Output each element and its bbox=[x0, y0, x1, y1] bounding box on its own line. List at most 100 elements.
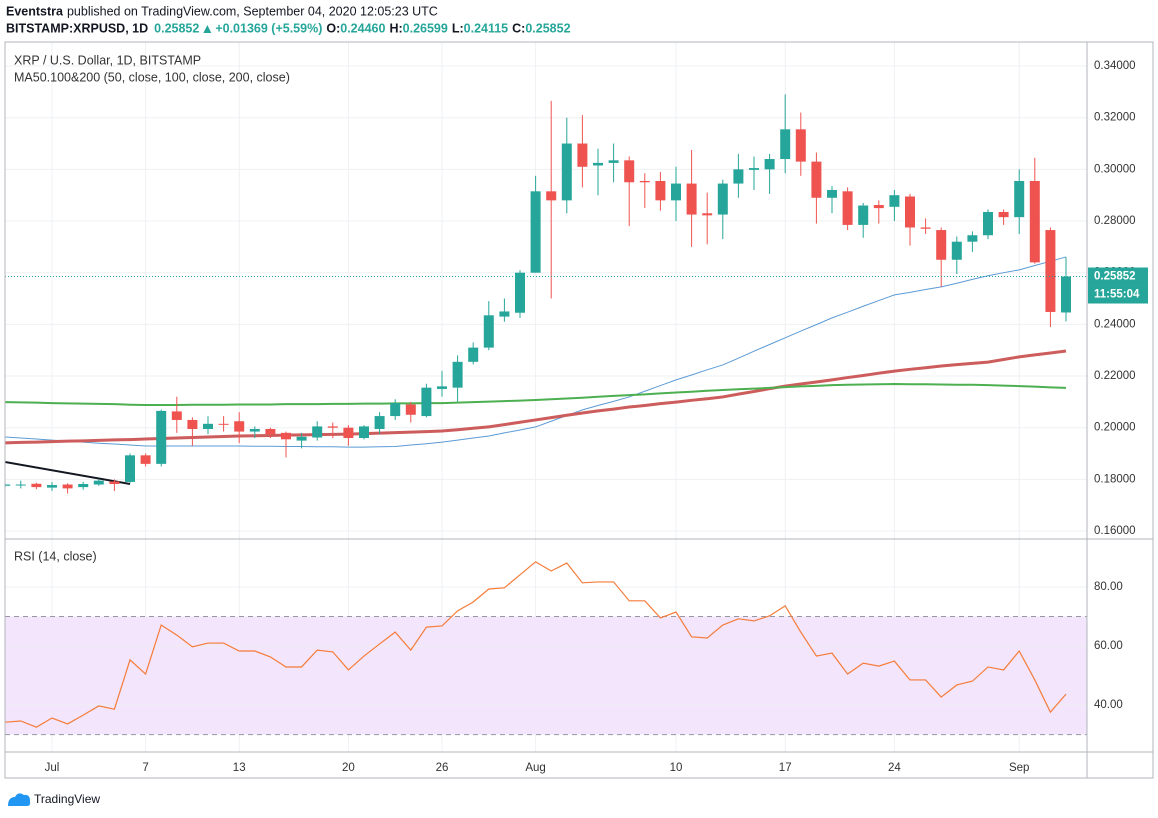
candle-body bbox=[1029, 180, 1040, 263]
ohlc-value: 0.26599 bbox=[403, 21, 448, 35]
x-tick-label: Jul bbox=[45, 762, 60, 774]
x-tick-label: 17 bbox=[779, 762, 792, 774]
candle-body bbox=[655, 180, 666, 201]
rsi-band bbox=[5, 616, 1087, 735]
x-tick-label: 20 bbox=[342, 762, 355, 774]
candle-body bbox=[827, 190, 837, 198]
candle-body bbox=[764, 159, 775, 170]
trendline bbox=[5, 461, 131, 485]
candle-body bbox=[452, 361, 463, 388]
candle-body bbox=[608, 160, 619, 163]
candle-body bbox=[343, 427, 354, 439]
candle-body bbox=[483, 315, 494, 348]
candle-body bbox=[437, 386, 447, 389]
candle-body bbox=[936, 230, 947, 260]
candle-body bbox=[390, 403, 401, 417]
candle-body bbox=[296, 436, 307, 441]
candle-body bbox=[546, 191, 557, 201]
candle-body bbox=[749, 168, 759, 170]
candle-body bbox=[125, 455, 135, 482]
candle-body bbox=[15, 484, 26, 486]
candle-body bbox=[468, 347, 479, 362]
candle-body bbox=[374, 416, 385, 429]
countdown-label: 11:55:04 bbox=[1094, 289, 1140, 301]
change-arrow bbox=[203, 25, 212, 33]
candle-body bbox=[920, 227, 931, 229]
candle-body bbox=[717, 183, 728, 215]
ohlc-label: H: bbox=[389, 21, 402, 35]
rsi-legend: RSI (14, close) bbox=[14, 549, 97, 563]
y-tick-label: 40.00 bbox=[1094, 699, 1123, 711]
candle-body bbox=[499, 311, 510, 317]
candle-body bbox=[93, 480, 104, 485]
x-tick-label: 13 bbox=[233, 762, 246, 774]
y-tick-label: 0.34000 bbox=[1094, 60, 1136, 72]
candle-body bbox=[187, 419, 198, 429]
ohlc-value: 0.24460 bbox=[340, 21, 385, 35]
change: +0.01369 (+5.59%) bbox=[215, 21, 322, 35]
candle-body bbox=[858, 205, 869, 225]
candle-body bbox=[811, 161, 822, 198]
candle-body bbox=[234, 421, 245, 432]
x-tick-label: Aug bbox=[525, 762, 545, 774]
candle-body bbox=[62, 484, 73, 489]
candle-body bbox=[873, 205, 884, 209]
candle-body bbox=[795, 129, 806, 162]
frame bbox=[4, 41, 1154, 779]
candle-body bbox=[109, 481, 120, 485]
candle-body bbox=[561, 143, 572, 201]
y-tick-label: 0.22000 bbox=[1094, 370, 1136, 382]
ohlc-label: O: bbox=[326, 21, 340, 35]
candle-body bbox=[140, 455, 151, 464]
x-tick-label: 24 bbox=[888, 762, 901, 774]
footer-brand: TradingView bbox=[34, 792, 100, 806]
candle-body bbox=[405, 404, 416, 415]
price-tag-label: 0.25852 bbox=[1094, 271, 1136, 283]
grid-layer bbox=[5, 42, 1087, 752]
moving-average bbox=[5, 383, 1067, 406]
candle-body bbox=[780, 129, 791, 160]
candle-body bbox=[203, 423, 213, 429]
x-tick-label: 26 bbox=[436, 762, 449, 774]
moving-average bbox=[5, 349, 1067, 445]
ohlc-value: 0.25852 bbox=[525, 21, 570, 35]
candle-body bbox=[577, 143, 588, 167]
candle-body bbox=[733, 169, 744, 184]
y-tick-label: 0.32000 bbox=[1094, 112, 1136, 124]
candle-body bbox=[671, 183, 681, 201]
candle-body bbox=[218, 423, 229, 425]
y-tick-label: 60.00 bbox=[1094, 640, 1123, 652]
published-info: published on TradingView.com, September … bbox=[67, 4, 438, 18]
candle-body bbox=[171, 411, 182, 420]
candle-body bbox=[1061, 276, 1071, 313]
price-tag bbox=[1088, 267, 1148, 286]
candle-body bbox=[249, 428, 260, 432]
candle-body bbox=[421, 387, 432, 417]
y-tick-label: 80.00 bbox=[1094, 581, 1123, 593]
moving-average bbox=[5, 256, 1067, 448]
candle-body bbox=[265, 428, 276, 435]
x-tick-label: 7 bbox=[142, 762, 148, 774]
candle-body bbox=[702, 213, 713, 216]
candle-body bbox=[327, 426, 338, 428]
y-tick-label: 0.16000 bbox=[1094, 525, 1136, 537]
y-tick-label: 0.20000 bbox=[1094, 422, 1136, 434]
symbol: BITSTAMP:XRPUSD, 1D bbox=[6, 21, 148, 35]
price: 0.25852 bbox=[154, 21, 199, 35]
candle-body bbox=[281, 432, 291, 440]
x-tick-label: 10 bbox=[670, 762, 683, 774]
candle-body bbox=[156, 410, 167, 464]
ohlc-label: C: bbox=[512, 21, 525, 35]
indicator-legend: MA50.100&200 (50, close, 100, close, 200… bbox=[14, 70, 290, 84]
candle-body bbox=[967, 235, 978, 242]
candle-body bbox=[5, 484, 11, 486]
candle-body bbox=[905, 196, 915, 228]
chart-title: XRP / U.S. Dollar, 1D, BITSTAMP bbox=[14, 53, 201, 67]
y-tick-label: 0.18000 bbox=[1094, 473, 1136, 485]
ohlc-value: 0.24115 bbox=[464, 21, 509, 35]
candle-body bbox=[842, 191, 853, 225]
candle-body bbox=[686, 183, 697, 215]
x-tick-label: Sep bbox=[1009, 762, 1029, 774]
candle-body bbox=[624, 160, 635, 183]
